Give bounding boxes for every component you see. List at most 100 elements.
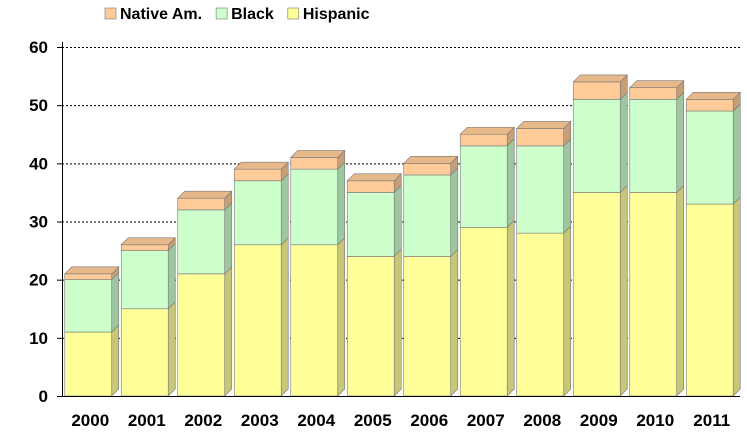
y-tick-label: 10 <box>29 329 48 348</box>
legend-item: Native Am. <box>104 6 202 23</box>
bar-segment-side <box>676 91 685 194</box>
bar-segment <box>403 256 452 397</box>
bar-top <box>120 237 176 246</box>
y-tick-label: 0 <box>39 387 48 406</box>
bar-segment-side <box>167 301 176 397</box>
axes: 2000 2001 2002 2003 2004 2005 2006 2007 2008 2009… <box>29 38 740 430</box>
bar-segment <box>346 256 395 397</box>
bar-top <box>290 150 346 158</box>
bar-segment-side <box>563 138 572 234</box>
bar-segment-side <box>393 184 402 258</box>
bar-segment <box>290 157 339 170</box>
bar-segment <box>177 273 226 397</box>
bar-segment <box>572 81 621 100</box>
bar-segment <box>459 133 508 147</box>
bar-segment-side <box>111 271 120 333</box>
x-tick-label: 2008 <box>523 411 561 430</box>
bar-top <box>177 190 233 199</box>
bar-segment-side <box>732 196 741 397</box>
bar-segment-side <box>224 266 233 397</box>
bar-top <box>459 126 515 135</box>
bar-segment <box>120 250 169 310</box>
bar-segment <box>685 203 734 397</box>
bar-segment <box>290 244 339 397</box>
bar-top <box>629 80 685 89</box>
bar-segment <box>177 197 226 211</box>
bar-segment <box>346 180 395 193</box>
legend-swatch <box>287 7 300 20</box>
x-tick-label: 2006 <box>410 411 448 430</box>
legend-label: Native Am. <box>120 6 202 23</box>
bar-segment-side <box>111 324 120 397</box>
bar-top <box>346 173 402 182</box>
y-tick-label: 30 <box>29 213 48 232</box>
x-tick-label: 2009 <box>580 411 618 430</box>
bar-segment <box>233 180 282 246</box>
bar-segment <box>290 168 339 246</box>
bar-segment <box>459 227 508 397</box>
bar-segment <box>516 128 565 147</box>
legend-swatch <box>215 7 228 20</box>
legend-item: Hispanic <box>287 6 370 23</box>
bar-segment-side <box>167 242 176 310</box>
bar-top <box>685 92 741 100</box>
bar-segment <box>233 244 282 397</box>
bar-segment-side <box>280 173 289 246</box>
bar-segment <box>120 244 169 251</box>
bar-segment <box>403 174 452 257</box>
bars <box>64 74 741 397</box>
bar-segment-side <box>676 184 685 397</box>
bar-segment <box>233 168 282 182</box>
bar-segment-side <box>337 237 346 397</box>
bar-segment-side <box>506 138 515 229</box>
bar-segment-side <box>393 248 402 397</box>
bar-top <box>516 121 572 129</box>
x-tick-label: 2011 <box>693 411 730 430</box>
x-tick-label: 2000 <box>71 411 109 430</box>
bar-top <box>233 161 289 170</box>
bar-segment-side <box>224 202 233 275</box>
bar-segment-side <box>450 248 459 397</box>
bar-segment-side <box>280 237 289 397</box>
legend-label: Hispanic <box>303 6 370 23</box>
legend-swatch <box>104 7 117 20</box>
bar-segment-side <box>450 167 459 258</box>
bar-segment <box>403 163 452 176</box>
bar-segment <box>177 209 226 275</box>
bar-segment <box>64 279 113 333</box>
y-tick-label: 40 <box>29 154 48 173</box>
bar-segment <box>629 99 678 193</box>
bar-segment-side <box>619 91 628 194</box>
bar-segment <box>64 273 113 280</box>
x-tick-label: 2004 <box>297 411 335 430</box>
legend: Native Am. Black Hispanic <box>104 6 370 23</box>
bar-segment <box>629 87 678 100</box>
bar-top <box>572 74 628 83</box>
bar-segment <box>516 145 565 234</box>
bar-segment <box>459 145 508 228</box>
bar-segment <box>516 232 565 397</box>
y-tick-label: 60 <box>29 38 48 57</box>
legend-label: Black <box>231 6 274 23</box>
bar-segment <box>346 192 395 257</box>
bar-segment-side <box>337 161 346 246</box>
bar-segment <box>572 192 621 397</box>
bar-segment <box>120 308 169 397</box>
x-tick-label: 2002 <box>184 411 222 430</box>
bar-segment <box>64 331 113 397</box>
bar-segment-side <box>563 225 572 397</box>
x-tick-label: 2010 <box>636 411 674 430</box>
bar-segment <box>572 99 621 193</box>
bar-top <box>64 266 120 275</box>
bar-segment-side <box>619 184 628 397</box>
x-tick-label: 2001 <box>128 411 166 430</box>
x-tick-label: 2007 <box>467 411 505 430</box>
bar-top <box>403 156 459 164</box>
bar-segment-side <box>732 103 741 205</box>
x-tick-label: 2005 <box>354 411 392 430</box>
y-tick-label: 20 <box>29 271 48 290</box>
bar-segment <box>685 99 734 112</box>
bar-segment <box>629 192 678 397</box>
legend-item: Black <box>215 6 274 23</box>
